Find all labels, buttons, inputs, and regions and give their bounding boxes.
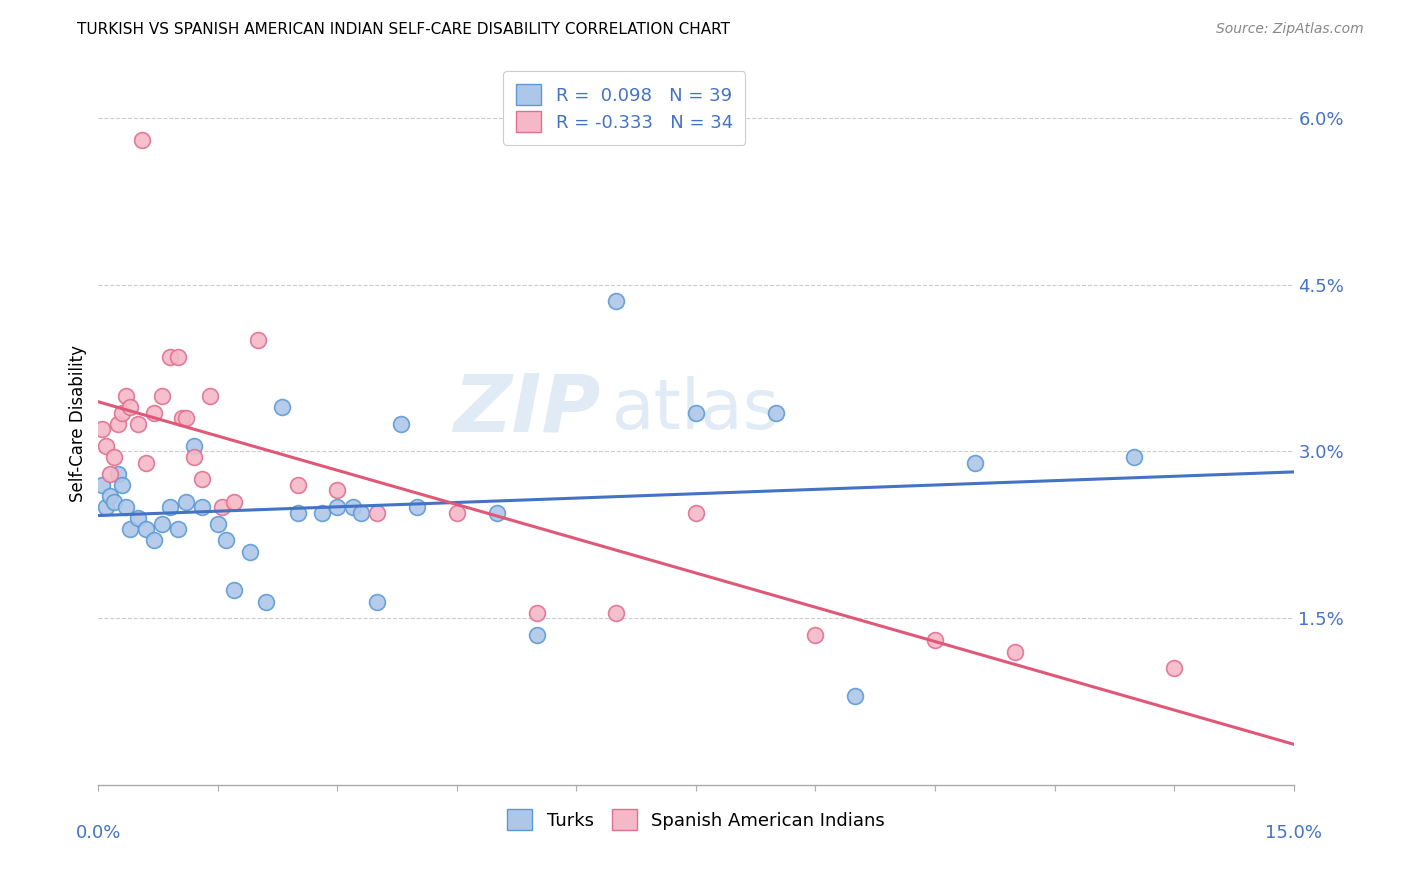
Point [103, 450, 125, 464]
Text: atlas: atlas [613, 376, 780, 442]
Point [131, 133, 153, 147]
Point [211, 500, 233, 514]
Point [115, 389, 138, 403]
Point [605, 606, 627, 620]
Point [111, 406, 134, 420]
Point [246, 334, 269, 348]
Point [326, 483, 349, 498]
Point [150, 389, 173, 403]
Point [287, 478, 309, 492]
Point [342, 500, 364, 514]
Point [107, 417, 129, 431]
Point [174, 494, 197, 508]
Point [844, 689, 866, 703]
Point [1123, 450, 1146, 464]
Point [183, 439, 205, 453]
Point [98, 489, 122, 503]
Point [127, 511, 149, 525]
Point [804, 628, 827, 642]
Point [96, 439, 118, 453]
Point [135, 522, 157, 536]
Text: 15.0%: 15.0% [1265, 824, 1322, 842]
Point [120, 400, 142, 414]
Point [963, 456, 986, 470]
Point [159, 500, 181, 514]
Point [115, 500, 138, 514]
Point [287, 506, 309, 520]
Point [191, 500, 214, 514]
Point [207, 516, 229, 531]
Point [107, 467, 129, 481]
Point [91, 422, 114, 436]
Point [191, 472, 214, 486]
Point [174, 411, 197, 425]
Point [924, 633, 946, 648]
Point [685, 406, 707, 420]
Point [96, 500, 118, 514]
Point [127, 417, 149, 431]
Point [150, 516, 173, 531]
Point [311, 506, 333, 520]
Point [406, 500, 429, 514]
Point [446, 506, 468, 520]
Legend: Turks, Spanish American Indians: Turks, Spanish American Indians [496, 798, 896, 841]
Point [198, 389, 221, 403]
Point [485, 506, 508, 520]
Point [91, 478, 114, 492]
Point [103, 494, 125, 508]
Point [526, 606, 548, 620]
Point [270, 400, 292, 414]
Point [111, 478, 134, 492]
Point [326, 500, 349, 514]
Point [183, 450, 205, 464]
Point [135, 456, 157, 470]
Point [526, 628, 548, 642]
Point [239, 544, 262, 558]
Point [685, 506, 707, 520]
Point [765, 406, 787, 420]
Point [222, 583, 245, 598]
Point [159, 350, 181, 364]
Point [222, 494, 245, 508]
Point [366, 506, 388, 520]
Point [605, 294, 627, 309]
Y-axis label: Self-Care Disability: Self-Care Disability [69, 345, 87, 502]
Point [167, 350, 190, 364]
Point [167, 522, 190, 536]
Point [350, 506, 373, 520]
Point [366, 594, 388, 608]
Text: 0.0%: 0.0% [76, 824, 121, 842]
Point [120, 522, 142, 536]
Text: TURKISH VS SPANISH AMERICAN INDIAN SELF-CARE DISABILITY CORRELATION CHART: TURKISH VS SPANISH AMERICAN INDIAN SELF-… [77, 22, 730, 37]
Point [254, 594, 277, 608]
Point [389, 417, 412, 431]
Point [143, 533, 166, 548]
Point [143, 406, 166, 420]
Point [172, 411, 194, 425]
Point [215, 533, 238, 548]
Text: ZIP: ZIP [453, 370, 600, 449]
Point [1163, 661, 1185, 675]
Point [1004, 644, 1026, 658]
Point [98, 467, 122, 481]
Text: Source: ZipAtlas.com: Source: ZipAtlas.com [1216, 22, 1364, 37]
